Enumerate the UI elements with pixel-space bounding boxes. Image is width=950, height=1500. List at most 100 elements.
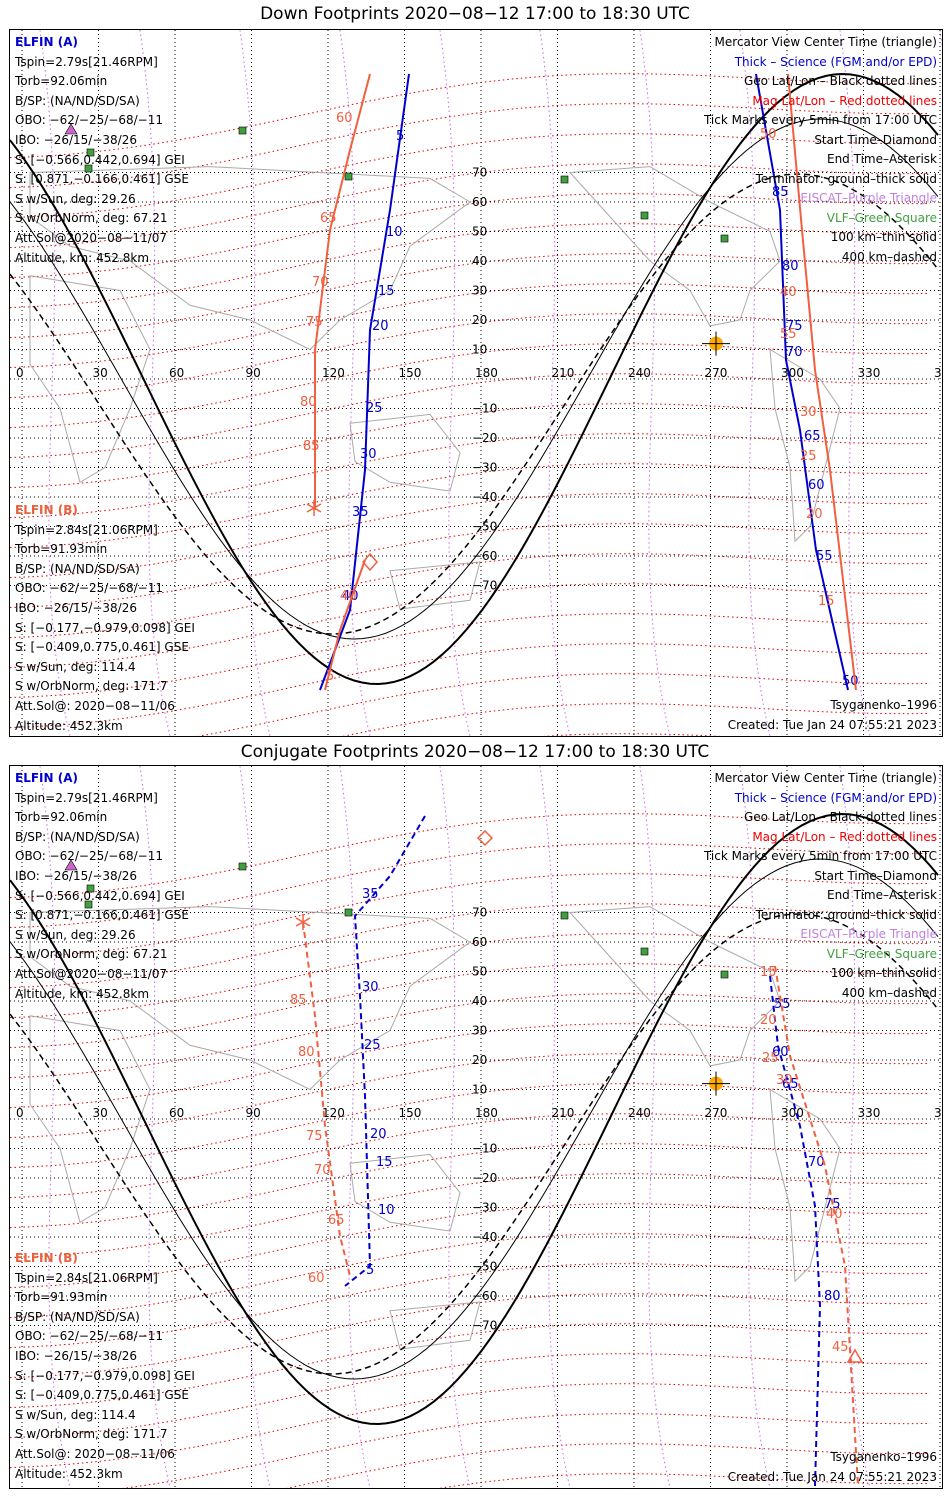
mag-lon-grid <box>39 30 942 736</box>
lat-label: 70 <box>472 166 487 180</box>
lon-label: 150 <box>399 1106 422 1120</box>
panel-title-down: Down Footprints 2020−08−12 17:00 to 18:3… <box>260 4 690 24</box>
track-tick-label: 85 <box>303 439 320 454</box>
lon-label: 240 <box>628 366 651 380</box>
track-tick-label: 55 <box>780 327 797 342</box>
terminator-400km-line <box>10 913 939 1375</box>
vlf-square <box>640 947 649 956</box>
vlf-square <box>238 862 247 871</box>
lat-label: −70 <box>472 1319 497 1333</box>
mag-lat-line <box>10 493 931 579</box>
mag-lat-line <box>122 1413 931 1488</box>
markers <box>64 123 730 356</box>
lon-label: 270 <box>705 1106 728 1120</box>
info-line: Torb=92.06min <box>15 810 108 825</box>
lon-label: 150 <box>399 366 422 380</box>
track-tick-label: 75 <box>306 1129 323 1144</box>
info-line: Att.Sol@: 2020−08−11/06 <box>15 698 175 713</box>
lat-label: 60 <box>472 935 487 949</box>
info-line: Att.Sol@: 2020−08−11/06 <box>15 1446 175 1461</box>
info-line: S: [−0.566,0.442,0.694] GEI <box>15 152 185 167</box>
vlf-square <box>86 148 95 157</box>
elfin-b-track-east-line <box>787 73 857 691</box>
elfin-b-header: ELFIN (B) <box>15 503 78 517</box>
info-line: IBO: −26/15/−38/26 <box>15 868 137 883</box>
legend-item: End Time–Asterisk <box>826 888 937 902</box>
start-diamond-icon <box>476 829 494 847</box>
track-tick-label: 5 <box>366 1263 374 1278</box>
lon-label: 360 <box>934 366 942 380</box>
mag-grid <box>10 73 931 736</box>
track-tick-label: 25 <box>762 1051 779 1066</box>
lat-label: 40 <box>472 994 487 1008</box>
info-line: S w/OrbNorm, deg: 171.7 <box>15 1427 168 1442</box>
mag-lat-line <box>10 1023 931 1109</box>
elfin-b-track-tail-line <box>324 559 366 691</box>
lon-label: 60 <box>169 366 184 380</box>
mag-lat-line <box>10 1353 931 1439</box>
lon-label: 120 <box>322 1106 345 1120</box>
lat-label: 40 <box>472 254 487 268</box>
track-tick-label: 30 <box>362 980 379 995</box>
elfin-b-track-east-line <box>774 965 859 1487</box>
terminator-100km-line <box>10 118 939 640</box>
continent-outline <box>389 561 481 610</box>
terminator-100km-line <box>10 858 939 1380</box>
continent-outline <box>29 275 151 484</box>
continents <box>29 906 841 1350</box>
track-tick-label: 20 <box>370 1127 387 1142</box>
mag-lat-line <box>10 1233 931 1319</box>
elfin-b-header: ELFIN (B) <box>15 1251 78 1265</box>
elfin-b-track-west: 85 80 75 70 65 60 <box>290 921 351 1286</box>
track-tick-label: 50 <box>760 127 777 142</box>
track-tick-label: 35 <box>352 505 369 520</box>
legend-item: Tick Marks every 5min from 17:00 UTC <box>703 113 937 127</box>
lon-label: 300 <box>781 366 804 380</box>
info-line: Att.Sol@2020−08−11/07 <box>15 966 168 981</box>
info-line: B/SP: (NA/ND/SD/SA) <box>15 829 140 844</box>
track-tick-label: 55 <box>774 997 791 1012</box>
track-tick-label: 30 <box>776 1073 793 1088</box>
track-tick-label: 75 <box>786 319 803 334</box>
mag-lat-line <box>10 583 931 669</box>
track-tick-label: 80 <box>300 395 317 410</box>
mag-lat-line <box>10 73 931 159</box>
track-tick-label: 65 <box>328 1213 345 1228</box>
mag-lat-line <box>10 1323 931 1409</box>
eiscat-triangle-icon <box>64 123 78 135</box>
legend-item: 100 km–thin solid <box>830 966 937 980</box>
terminator-line <box>10 72 939 686</box>
legend-item: 400 km–dashed <box>841 985 937 1000</box>
mag-lon-line <box>839 30 871 736</box>
info-line: Torb=92.06min <box>15 74 108 89</box>
lon-label: 90 <box>246 1106 261 1120</box>
info-line: OBO: −62/−25/−68/−11 <box>15 1329 163 1344</box>
track-tick-label: 40 <box>826 1207 843 1222</box>
mag-lat-line <box>10 553 931 639</box>
lat-label: −20 <box>472 431 497 445</box>
lat-label: −70 <box>472 579 497 593</box>
legend-item: Geo Lat/Lon – Black dotted lines <box>743 810 937 824</box>
mag-lat-line <box>10 223 931 309</box>
track-tick-label: 25 <box>364 1038 381 1053</box>
track-tick-label: 45 <box>832 1340 849 1355</box>
mag-lat-line <box>10 993 931 1079</box>
elfin-b-track-west: 85 80 75 70 65 60 <box>300 73 371 510</box>
lon-label: 30 <box>93 1106 108 1120</box>
mag-lat-line <box>10 163 931 249</box>
continent-outline <box>29 906 471 1091</box>
legend-item: Mercator View Center Time (triangle) <box>714 771 937 785</box>
vlf-square <box>560 911 569 920</box>
info-line: IBO: −26/15/−38/26 <box>15 600 137 615</box>
asterisk-stroke <box>295 917 311 927</box>
mag-lon-line <box>639 30 671 736</box>
mag-lat-line <box>10 433 931 519</box>
mag-lat-line <box>10 1113 931 1199</box>
lon-label: 0 <box>16 366 24 380</box>
continent-outline <box>389 1301 481 1350</box>
panel-down: 0306090120150180210240270300330360706050… <box>9 29 943 737</box>
track-tick-label: 70 <box>314 1163 331 1178</box>
mag-lat-line <box>10 1383 931 1469</box>
info-line: S: [−0.409,0.775,0.461] GSE <box>15 1388 189 1403</box>
track-tick-label: 80 <box>782 259 799 274</box>
